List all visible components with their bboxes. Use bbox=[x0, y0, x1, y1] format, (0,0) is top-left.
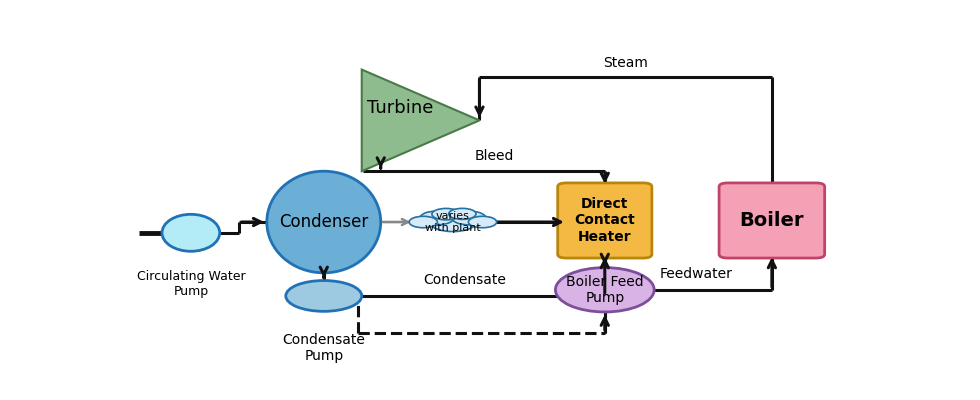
Ellipse shape bbox=[267, 171, 380, 273]
Circle shape bbox=[432, 208, 461, 220]
Text: Boiler Feed
Pump: Boiler Feed Pump bbox=[566, 275, 644, 305]
FancyBboxPatch shape bbox=[558, 183, 652, 258]
Text: Bleed: Bleed bbox=[475, 150, 514, 164]
Circle shape bbox=[420, 211, 454, 225]
Ellipse shape bbox=[162, 214, 220, 251]
Circle shape bbox=[452, 211, 486, 225]
Text: Condensate
Pump: Condensate Pump bbox=[282, 333, 366, 363]
Polygon shape bbox=[362, 70, 479, 171]
Text: Turbine: Turbine bbox=[367, 99, 433, 117]
Text: Direct
Contact
Heater: Direct Contact Heater bbox=[574, 197, 635, 244]
Text: Feedwater: Feedwater bbox=[660, 267, 732, 281]
Text: varies
with plant: varies with plant bbox=[425, 211, 481, 233]
Circle shape bbox=[429, 212, 476, 232]
Text: Boiler: Boiler bbox=[740, 211, 805, 230]
Ellipse shape bbox=[556, 268, 655, 312]
FancyBboxPatch shape bbox=[719, 183, 824, 258]
Text: Condensate: Condensate bbox=[422, 273, 506, 287]
Circle shape bbox=[449, 208, 476, 220]
Text: Steam: Steam bbox=[604, 56, 648, 70]
Circle shape bbox=[409, 216, 437, 228]
Text: Circulating Water
Pump: Circulating Water Pump bbox=[136, 270, 245, 298]
Circle shape bbox=[286, 280, 362, 311]
Text: Condenser: Condenser bbox=[279, 213, 368, 231]
Circle shape bbox=[468, 216, 497, 228]
